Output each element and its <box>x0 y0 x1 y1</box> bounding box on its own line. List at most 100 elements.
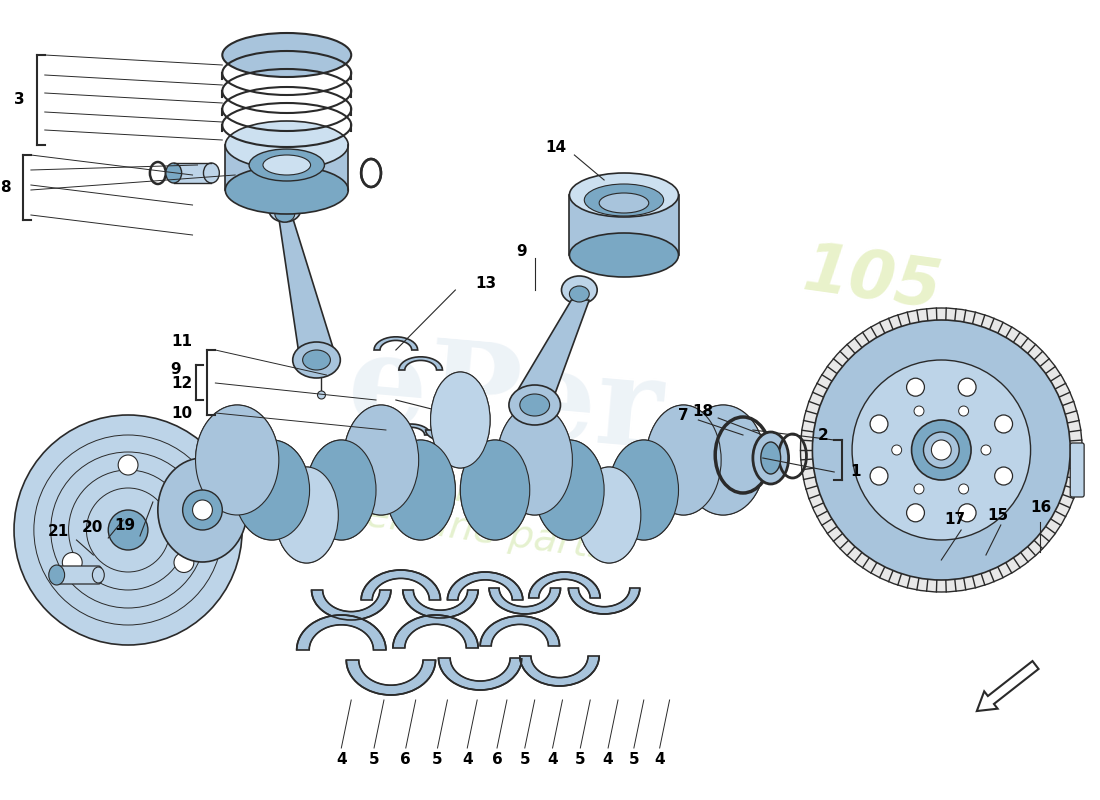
Ellipse shape <box>275 467 339 563</box>
Circle shape <box>63 553 82 573</box>
Ellipse shape <box>460 440 530 540</box>
Ellipse shape <box>646 405 722 515</box>
FancyBboxPatch shape <box>1070 443 1085 497</box>
Ellipse shape <box>497 405 572 515</box>
Text: 5: 5 <box>628 753 639 767</box>
Polygon shape <box>307 476 341 528</box>
Ellipse shape <box>690 427 757 460</box>
Ellipse shape <box>226 166 349 214</box>
Ellipse shape <box>196 405 278 515</box>
Ellipse shape <box>609 440 679 540</box>
Text: 17: 17 <box>945 513 966 527</box>
Ellipse shape <box>535 440 604 540</box>
Circle shape <box>981 445 991 455</box>
Polygon shape <box>366 420 406 431</box>
Circle shape <box>994 467 1013 485</box>
Polygon shape <box>570 476 609 528</box>
Ellipse shape <box>801 308 1082 592</box>
Text: 2: 2 <box>817 427 828 442</box>
Ellipse shape <box>600 193 649 213</box>
Polygon shape <box>569 588 640 614</box>
Ellipse shape <box>92 567 104 583</box>
Ellipse shape <box>497 405 572 515</box>
Text: ePer: ePer <box>342 326 668 474</box>
Ellipse shape <box>307 440 376 540</box>
Ellipse shape <box>561 276 597 304</box>
Circle shape <box>959 484 969 494</box>
Polygon shape <box>341 445 381 504</box>
Ellipse shape <box>204 427 271 460</box>
Circle shape <box>892 445 902 455</box>
Ellipse shape <box>578 467 641 563</box>
Polygon shape <box>490 588 561 614</box>
Text: 16: 16 <box>1030 501 1052 515</box>
Polygon shape <box>297 615 386 650</box>
Polygon shape <box>570 195 679 255</box>
Ellipse shape <box>584 184 663 216</box>
Ellipse shape <box>541 460 597 490</box>
Text: 105: 105 <box>799 238 945 322</box>
Ellipse shape <box>196 405 278 515</box>
Ellipse shape <box>249 149 324 181</box>
Circle shape <box>108 510 147 550</box>
Ellipse shape <box>505 427 565 460</box>
Ellipse shape <box>393 460 449 490</box>
Ellipse shape <box>460 440 530 540</box>
Text: 6: 6 <box>400 753 411 767</box>
Polygon shape <box>174 163 211 183</box>
Text: 12: 12 <box>172 375 192 390</box>
Text: 4: 4 <box>462 753 473 767</box>
Polygon shape <box>393 615 478 648</box>
Ellipse shape <box>386 440 455 540</box>
Polygon shape <box>460 408 495 504</box>
Text: 10: 10 <box>172 406 192 421</box>
Ellipse shape <box>761 442 781 474</box>
Circle shape <box>912 420 971 480</box>
Ellipse shape <box>226 121 349 169</box>
Text: 5: 5 <box>575 753 585 767</box>
Ellipse shape <box>430 372 491 468</box>
Ellipse shape <box>437 391 484 420</box>
Polygon shape <box>311 590 390 620</box>
Polygon shape <box>226 145 349 190</box>
Text: 13: 13 <box>475 275 496 290</box>
Polygon shape <box>278 218 334 352</box>
FancyArrow shape <box>977 661 1038 711</box>
Circle shape <box>959 406 969 416</box>
Polygon shape <box>520 656 600 686</box>
Polygon shape <box>609 476 644 528</box>
Text: 3: 3 <box>14 93 25 107</box>
Circle shape <box>183 490 222 530</box>
Text: 4: 4 <box>547 753 558 767</box>
Text: 14: 14 <box>546 141 566 155</box>
Circle shape <box>174 553 194 573</box>
Text: 19: 19 <box>114 518 135 534</box>
Circle shape <box>932 440 952 460</box>
Text: 9: 9 <box>170 362 180 378</box>
Text: 11: 11 <box>172 334 192 350</box>
Polygon shape <box>529 572 601 598</box>
Ellipse shape <box>275 467 339 563</box>
Circle shape <box>958 504 976 522</box>
Text: 20: 20 <box>81 521 103 535</box>
Ellipse shape <box>752 432 789 484</box>
Text: 1: 1 <box>850 465 860 479</box>
Polygon shape <box>403 590 478 618</box>
Ellipse shape <box>520 394 550 416</box>
Text: a passion for: a passion for <box>329 454 582 526</box>
Text: 8: 8 <box>0 180 11 195</box>
Ellipse shape <box>852 360 1031 540</box>
Circle shape <box>870 467 888 485</box>
Ellipse shape <box>468 460 522 490</box>
Ellipse shape <box>242 460 302 490</box>
Ellipse shape <box>813 320 1070 580</box>
Polygon shape <box>481 616 560 646</box>
Text: 4: 4 <box>603 753 614 767</box>
Ellipse shape <box>430 372 491 468</box>
Polygon shape <box>381 445 420 504</box>
Circle shape <box>924 432 959 468</box>
Circle shape <box>958 378 976 396</box>
Ellipse shape <box>48 565 65 585</box>
Text: genuine parts: genuine parts <box>339 493 612 567</box>
Ellipse shape <box>646 405 722 515</box>
